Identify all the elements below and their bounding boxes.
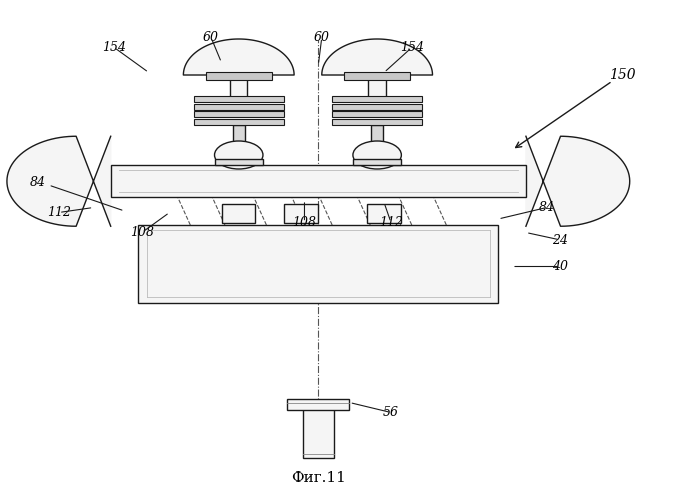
Bar [332, 119, 422, 125]
Bar [194, 104, 284, 110]
Text: 112: 112 [379, 216, 403, 229]
Ellipse shape [353, 141, 401, 169]
Polygon shape [183, 39, 294, 75]
Bar [369, 70, 386, 100]
Text: 154: 154 [400, 41, 424, 54]
Text: Фиг.11: Фиг.11 [291, 471, 346, 485]
Bar [287, 399, 349, 410]
Bar [138, 225, 498, 302]
Bar [194, 112, 284, 117]
Bar [111, 165, 526, 198]
Bar [367, 204, 401, 223]
Bar [353, 159, 401, 165]
Polygon shape [322, 39, 432, 75]
Bar [332, 104, 422, 110]
Bar [194, 96, 284, 102]
Text: 84: 84 [538, 201, 555, 214]
Text: 56: 56 [383, 406, 399, 419]
Bar [284, 204, 318, 223]
Text: 112: 112 [47, 206, 71, 219]
Polygon shape [526, 136, 630, 226]
Text: 150: 150 [610, 68, 636, 82]
Bar [233, 125, 245, 155]
Bar [222, 204, 255, 223]
Bar [344, 72, 410, 80]
Text: 24: 24 [552, 234, 569, 246]
Bar [371, 125, 383, 155]
Text: 108: 108 [293, 216, 316, 229]
Text: 84: 84 [30, 176, 46, 189]
Bar [206, 72, 272, 80]
Text: 154: 154 [102, 41, 126, 54]
Bar [332, 112, 422, 117]
Bar [230, 70, 248, 100]
Bar [332, 96, 422, 102]
Polygon shape [7, 136, 111, 226]
Bar [215, 159, 263, 165]
Text: 60: 60 [203, 31, 219, 44]
Text: 108: 108 [130, 226, 154, 239]
Text: 40: 40 [552, 260, 569, 273]
Bar [194, 119, 284, 125]
Ellipse shape [215, 141, 263, 169]
Text: 60: 60 [313, 31, 330, 44]
Bar [303, 408, 334, 458]
